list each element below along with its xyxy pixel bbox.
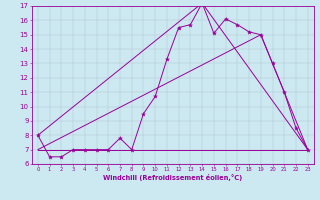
X-axis label: Windchill (Refroidissement éolien,°C): Windchill (Refroidissement éolien,°C) xyxy=(103,174,243,181)
